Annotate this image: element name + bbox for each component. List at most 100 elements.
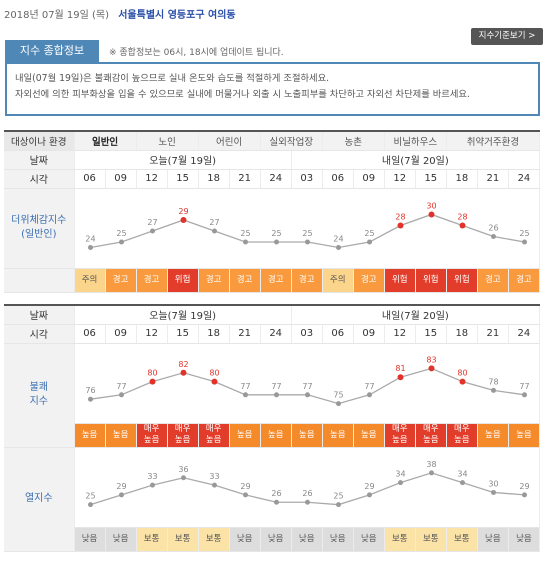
heat-point-13 [490,233,496,239]
date-label-2: 날짜 [4,305,75,325]
heatindex-value-label-7: 26 [302,489,312,498]
heat-level-7: 경고 [291,268,323,293]
heat-point-8 [335,244,341,250]
heatindex-level-5: 낮음 [229,527,261,552]
group-children[interactable]: 어린이 [198,131,261,151]
heat-value-label-9: 25 [364,229,374,238]
discomfort-point-1 [118,391,124,397]
heat-point-0 [87,244,93,250]
heat-value-label-5: 25 [240,229,250,238]
discomfort-level-12: 매우 높음 [446,423,478,448]
heat-level-1: 경고 [105,268,137,293]
discomfort-label-line1: 불쾌 [29,382,48,393]
heat-index-table: 대상이나 환경 일반인 노인 어린이 실외작업장 농촌 비닐하우스 취약거주환경… [4,130,541,293]
discomfort-time-8: 06 [322,324,354,344]
heat-value-label-11: 30 [426,201,436,210]
heatindex-level-8: 낮음 [322,527,354,552]
discomfort-value-label-11: 83 [426,355,436,364]
discomfort-point-2 [149,378,156,385]
heatindex-level-0: 낮음 [74,527,106,552]
heat-point-4 [211,228,217,233]
heatindex-level-4: 보통 [198,527,230,552]
heatindex-value-label-4: 33 [209,472,219,481]
tab-index-summary[interactable]: 지수 종합정보 [5,40,99,62]
discomfort-level-2: 매우 높음 [136,423,168,448]
heatindex-point-13 [490,489,496,495]
heat-value-label-14: 25 [519,229,529,238]
heat-value-label-1: 25 [116,229,126,238]
discomfort-point-8 [335,400,341,406]
discomfort-label-line2: 지수 [29,396,48,407]
discomfort-time-11: 15 [415,324,447,344]
discomfort-point-0 [87,396,93,402]
discomfort-value-label-9: 77 [364,381,374,390]
heatindex-level-1: 낮음 [105,527,137,552]
heat-value-label-10: 28 [395,212,405,221]
discomfort-time-2: 12 [136,324,168,344]
heat-point-12 [459,222,466,228]
heatindex-level-7: 낮음 [291,527,323,552]
group-outdoor-work[interactable]: 실외작업장 [260,131,323,151]
discomfort-point-7 [304,391,310,397]
group-general[interactable]: 일반인 [74,131,137,151]
heatindex-value-label-2: 33 [147,472,157,481]
heat-time-5: 21 [229,169,261,189]
advice-line-1: 내일(07월 19일)은 불쾌감이 높으므로 실내 온도와 습도를 적절하게 조… [15,73,330,84]
discomfort-time-13: 21 [477,324,509,344]
heatindex-value-label-1: 29 [116,481,126,490]
heatindex-point-2 [149,482,155,488]
heat-point-7 [304,239,310,244]
update-note: ※ 종합정보는 06시, 18시에 업데이트 됩니다. [109,48,284,58]
time-row-2: 시각 06 09 12 15 18 21 24 03 06 09 12 15 18 21 24 [4,324,541,344]
heat-time-10: 12 [384,169,416,189]
heat-value-label-13: 26 [488,223,498,232]
discomfort-point-12 [459,378,466,385]
discomfort-time-9: 09 [353,324,385,344]
heat-level-10: 위험 [384,268,416,293]
group-elderly[interactable]: 노인 [136,131,199,151]
discomfort-value-label-2: 80 [147,368,157,377]
group-farm[interactable]: 농촌 [322,131,385,151]
discomfort-level-6: 높음 [260,423,292,448]
heatindex-point-14 [521,491,527,497]
heat-index-label: 더위체감지수 (일반인) [4,188,75,269]
heatindex-value-label-9: 29 [364,481,374,490]
heatindex-level-10: 보통 [384,527,416,552]
discomfort-value-label-4: 80 [209,368,219,377]
heatindex-value-label-6: 26 [271,489,281,498]
group-greenhouse[interactable]: 비닐하우스 [384,131,447,151]
heatindex-point-0 [87,501,93,507]
today-date-2: 오늘(7월 19일) [74,305,292,325]
group-vulnerable-housing[interactable]: 취약거주환경 [446,131,541,151]
heatindex-point-8 [335,501,341,507]
heat-chart-row: 더위체감지수 (일반인) 24 25 27 29 27 25 25 25 24 25 28 30 28 2… [4,188,541,269]
heatindex-level-3: 보통 [167,527,199,552]
heat-level-13: 경고 [477,268,509,293]
index-standard-button[interactable]: 지수기준보기 > [471,28,543,45]
heat-level-2: 경고 [136,268,168,293]
discomfort-chart-row: 불쾌 지수 76 77 80 82 80 77 77 77 75 77 81 83 80 78 77 [4,343,541,448]
heatindex-chart-row: 열지수 25 29 33 36 33 29 26 26 25 29 34 38 34 30 29 [4,447,541,552]
heat-index-label-line1: 더위체감지수 [11,215,67,226]
heat-value-label-4: 27 [209,218,219,227]
heatindex-level-9: 낮음 [353,527,385,552]
discomfort-level-10: 매우 높음 [384,423,416,448]
heat-value-label-0: 24 [85,234,95,243]
target-group-label: 대상이나 환경 [4,131,75,151]
heat-point-11 [428,211,435,217]
discomfort-value-label-5: 77 [240,381,250,390]
heatindex-point-7 [304,499,310,505]
discomfort-value-label-13: 78 [488,377,498,386]
heatindex-value-label-12: 34 [457,469,467,478]
discomfort-value-label-6: 77 [271,381,281,390]
discomfort-value-label-0: 76 [85,386,95,395]
heatindex-point-3 [180,474,186,480]
discomfort-table: 날짜 오늘(7월 19일) 내일(7월 20일) 시각 06 09 12 15 18 21… [4,304,541,552]
target-group-row: 대상이나 환경 일반인 노인 어린이 실외작업장 농촌 비닐하우스 취약거주환경 [4,131,541,151]
heatindex-label: 열지수 [4,447,75,552]
heat-point-5 [242,239,248,244]
discomfort-value-label-12: 80 [457,368,467,377]
heat-chart: 24 25 27 29 27 25 25 25 24 25 28 30 28 26 25 [74,188,541,269]
heat-level-9: 경고 [353,268,385,293]
heat-level-14: 경고 [508,268,541,293]
